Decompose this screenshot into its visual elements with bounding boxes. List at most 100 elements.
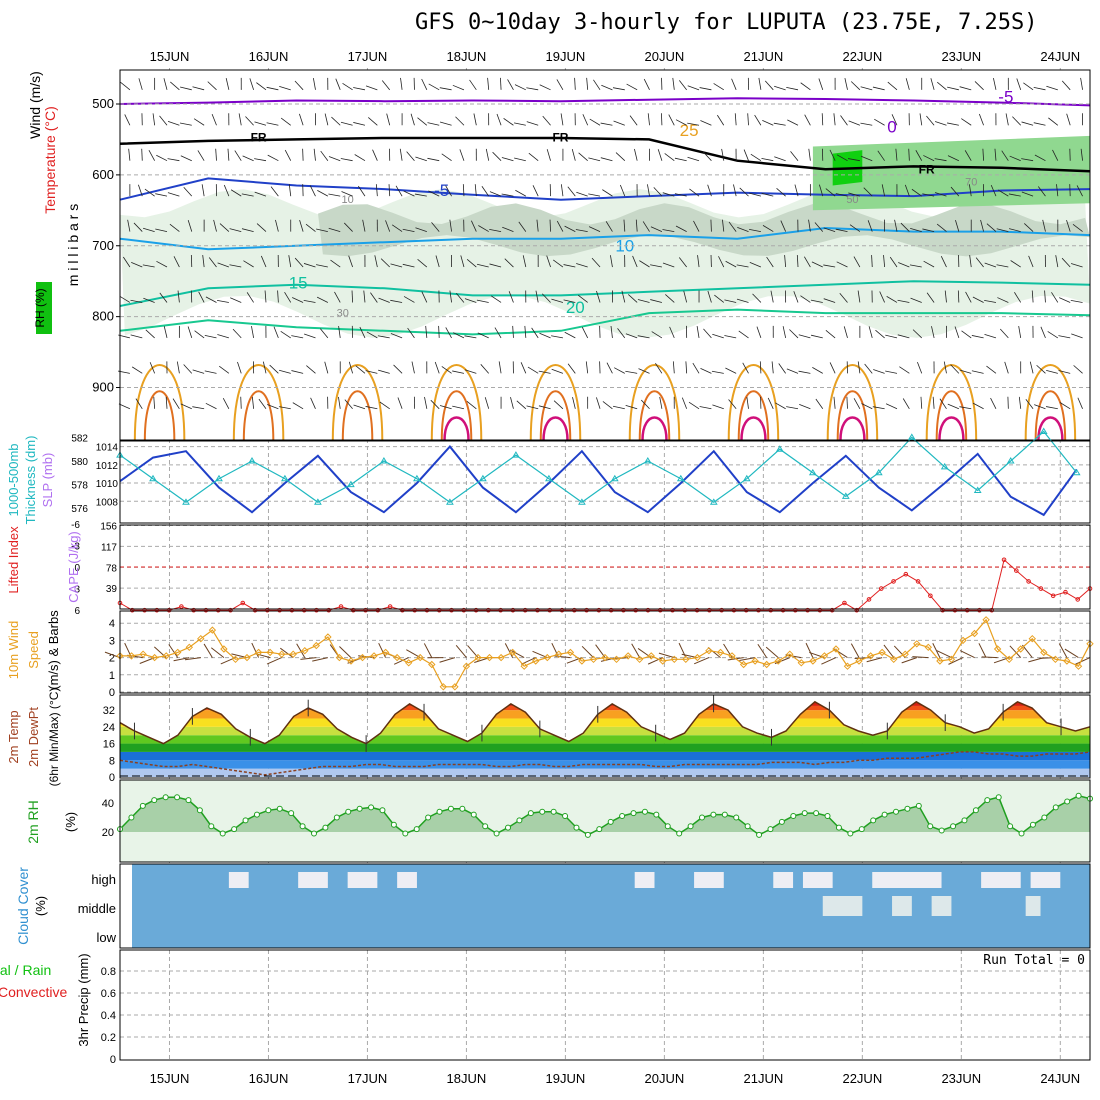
wind-speed-point <box>370 652 378 660</box>
wind-barb <box>836 154 848 162</box>
surface-wind-barb <box>581 645 594 658</box>
wind-barb <box>494 327 502 339</box>
wind-speed-point <box>578 657 586 665</box>
wind-barb <box>407 327 415 339</box>
day-label-top: 17JUN <box>348 49 388 64</box>
wind-barb <box>156 260 168 268</box>
wind-barb <box>919 113 923 126</box>
thickness-point <box>281 474 289 482</box>
wind-barb <box>835 193 848 197</box>
lifted-index-point <box>350 607 356 613</box>
wind-speed-point <box>693 653 702 662</box>
wind-barb <box>501 157 514 162</box>
wind-barb <box>902 398 910 409</box>
rh-point <box>676 830 683 837</box>
rh-point <box>128 814 135 821</box>
wind-barb <box>653 187 663 197</box>
wind-axis-label: Wind (m/s) <box>27 71 43 139</box>
wind-barb <box>428 190 440 197</box>
wind-barb <box>693 220 700 232</box>
rh-point <box>162 794 169 801</box>
surface-wind-barb <box>509 649 525 659</box>
wind-barb <box>359 326 366 339</box>
wind-speed-point <box>543 653 552 662</box>
wind-barb <box>784 255 787 268</box>
wind-barb <box>662 262 675 268</box>
wind-barb <box>669 326 675 339</box>
lifted-index-tick-label: -6 <box>71 520 80 531</box>
wind-barb <box>873 369 885 374</box>
rh-point <box>231 826 238 833</box>
wind-barb <box>576 191 588 197</box>
wind-barb <box>596 290 601 303</box>
freezing-level-label: FR <box>919 162 935 176</box>
wind-barb <box>254 121 267 126</box>
wind-barb <box>1024 223 1034 232</box>
surface-wind-barb <box>210 647 225 658</box>
wind-barb <box>292 402 304 410</box>
rh-point <box>516 817 523 824</box>
wind-barb <box>241 228 254 232</box>
wind-barb <box>163 78 168 90</box>
wind-barb <box>774 85 786 91</box>
wind-barb <box>1021 158 1034 162</box>
wind-barb <box>829 362 836 374</box>
cloud-gap-high <box>347 872 378 888</box>
wind-barb <box>596 397 601 409</box>
wind-barb <box>846 396 848 409</box>
wind-barb <box>886 296 898 303</box>
surface-wind-barb <box>124 642 132 658</box>
wind-barb <box>330 259 341 268</box>
wind-barb <box>556 220 564 232</box>
wind-barb <box>313 148 316 161</box>
wind-barb <box>922 228 935 232</box>
isotherm-25-arch <box>331 364 384 441</box>
lifted-index-point <box>645 607 651 613</box>
wind-barb <box>810 299 823 303</box>
wind-barb <box>883 255 886 268</box>
wind-barb <box>848 192 860 197</box>
cloud-gap-high <box>1030 872 1061 888</box>
surface-wind-barb <box>765 646 779 658</box>
wind-barb <box>415 227 427 232</box>
wind-barb <box>972 402 984 410</box>
wind-barb <box>391 224 403 232</box>
wind-barb <box>897 334 910 339</box>
wind-barb <box>242 155 254 162</box>
wind-barb <box>796 255 799 268</box>
wind-barb <box>291 335 304 339</box>
wind-barb <box>711 370 724 374</box>
wind-barb <box>800 82 811 91</box>
wind-speed-point <box>462 662 471 670</box>
wind-barb <box>564 331 576 339</box>
wind-barb <box>1055 255 1059 268</box>
wind-barb <box>193 118 205 126</box>
run-total-label: Run Total = 0 <box>983 953 1085 968</box>
wind-barb <box>625 370 638 374</box>
wind-barb <box>237 361 242 374</box>
wind-barb <box>742 362 749 374</box>
lifted-index-point <box>731 607 737 613</box>
wind-barb <box>415 156 427 162</box>
wind-barb <box>431 222 440 232</box>
surface-wind-barb <box>551 642 560 658</box>
wind-barb <box>1016 78 1022 90</box>
wind-barb <box>761 192 774 197</box>
wind-barb <box>317 190 329 197</box>
wind-speed-point <box>358 653 367 662</box>
wind-speed-point <box>705 646 713 655</box>
rh-point <box>619 813 626 820</box>
wind-barb <box>850 81 861 91</box>
wind-barb <box>847 158 860 162</box>
wind-barb <box>542 115 551 126</box>
wind-barb <box>912 329 923 339</box>
wind-speed-tick-label: 3 <box>109 635 115 647</box>
rh-point <box>858 826 865 833</box>
rh-point <box>744 823 751 830</box>
lifted-index-point <box>535 607 540 613</box>
wind-barb <box>840 115 848 126</box>
wind-barb <box>939 398 947 410</box>
wind-barb <box>621 290 626 303</box>
isotherm-20-line <box>119 308 1091 336</box>
wind-speed-point <box>289 650 297 658</box>
